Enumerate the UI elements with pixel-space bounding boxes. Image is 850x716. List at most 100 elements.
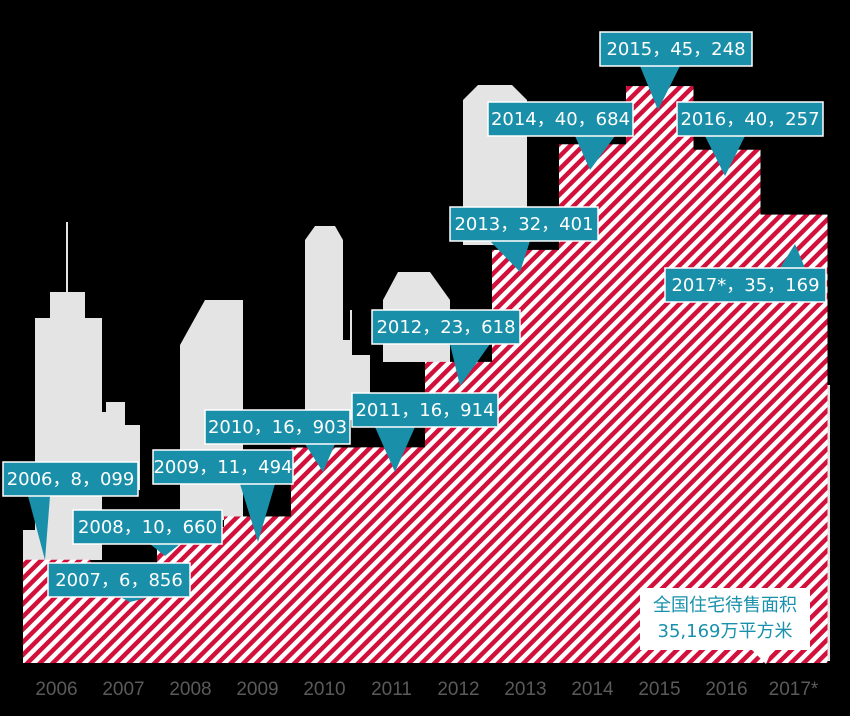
- callout: 2007，6，856: [47, 562, 191, 602]
- callout-pointer: [450, 344, 490, 386]
- callout-label: 2007，6，856: [55, 570, 183, 591]
- callout-box: [449, 206, 599, 242]
- callout-pointer: [305, 444, 335, 472]
- x-tick-label: 2011: [371, 679, 412, 700]
- callout-separator: ，: [53, 469, 71, 490]
- callout: 2016，40，257: [676, 101, 824, 176]
- callout-pointer: [240, 484, 275, 542]
- callout-label: 2011，16，914: [355, 400, 494, 421]
- value-label: 6，856: [119, 570, 183, 591]
- callout-category: 2017*: [671, 275, 726, 296]
- callout-label: 2008，10，660: [78, 517, 217, 538]
- x-tick-label: 2009: [236, 679, 278, 700]
- callout-separator: ，: [199, 457, 217, 478]
- x-tick-label: 2015: [638, 679, 680, 700]
- x-tick-label: 2014: [571, 679, 614, 700]
- callout: 2012，23，618: [371, 309, 521, 386]
- callout-pointer: [780, 244, 805, 268]
- callout: 2008，10，660: [72, 509, 223, 556]
- callout-category: 2014: [491, 109, 537, 130]
- callout-pointer: [705, 136, 745, 176]
- callout-separator: ，: [401, 400, 419, 421]
- callout-label: 2010，16，903: [208, 417, 347, 438]
- callout-category: 2016: [680, 109, 726, 130]
- callout-pointer: [575, 136, 615, 170]
- callout-box: [72, 509, 223, 545]
- callout: 2015，45，248: [599, 31, 753, 110]
- x-tick-label: 2006: [35, 679, 77, 700]
- callout-box: [487, 101, 634, 137]
- callout-pointer: [120, 597, 150, 602]
- annotation-line: 全国住宅待售面积: [653, 595, 797, 616]
- callout-box: [599, 31, 753, 67]
- callout: 2009，11，494: [152, 449, 294, 542]
- x-tick-label: 2016: [705, 679, 747, 700]
- annotation-line: 35,169万平方米: [658, 621, 793, 642]
- callout: 2014，40，684: [487, 101, 634, 170]
- annotation: 全国住宅待售面积 35,169万平方米: [640, 588, 810, 664]
- callout: 2011，16，914: [351, 392, 499, 472]
- callout-label: 2017*，35，169: [671, 275, 819, 296]
- callout-category: 2006: [7, 469, 53, 490]
- callout-label: 2015，45，248: [606, 39, 745, 60]
- callout-separator: ，: [652, 39, 670, 60]
- callout-pointer: [375, 427, 415, 472]
- callout-box: [664, 267, 827, 303]
- callout-category: 2009: [153, 457, 199, 478]
- callout-box: [676, 101, 824, 137]
- callout-category: 2011: [355, 400, 401, 421]
- callout-category: 2007: [55, 570, 101, 591]
- bar: [693, 149, 761, 663]
- x-tick-label: 2017*: [769, 679, 819, 700]
- callout-category: 2008: [78, 517, 124, 538]
- callout-separator: ，: [500, 214, 518, 235]
- callout-box: [47, 562, 191, 598]
- x-tick-label: 2010: [303, 679, 345, 700]
- callout-label: 2016，40，257: [680, 109, 819, 130]
- callout-category: 2013: [454, 214, 500, 235]
- value-label: 11，494: [217, 457, 292, 478]
- callout-label: 2006，8，099: [7, 469, 135, 490]
- callout-separator: ，: [537, 109, 555, 130]
- callout-box: [351, 392, 499, 428]
- value-label: 10，660: [142, 517, 217, 538]
- x-tick-label: 2012: [437, 679, 479, 700]
- value-label: 32，401: [518, 214, 593, 235]
- callout-category: 2010: [208, 417, 254, 438]
- callout-category: 2012: [376, 317, 422, 338]
- value-label: 23，618: [440, 317, 515, 338]
- callout-label: 2009，11，494: [153, 457, 292, 478]
- bar: [626, 86, 694, 663]
- callout-label: 2013，32，401: [454, 214, 593, 235]
- callout: 2010，16，903: [204, 409, 351, 472]
- callout-pointer: [28, 496, 50, 560]
- annotation-pointer: [752, 650, 772, 664]
- callout-separator: ，: [124, 517, 142, 538]
- callout-box: [204, 409, 351, 445]
- callout-separator: ，: [726, 275, 744, 296]
- value-label: 35，169: [744, 275, 819, 296]
- callout-box: [152, 449, 294, 485]
- callout-separator: ，: [254, 417, 272, 438]
- callout-separator: ，: [726, 109, 744, 130]
- callout-separator: ，: [422, 317, 440, 338]
- value-label: 40，684: [555, 109, 630, 130]
- value-label: 8，099: [71, 469, 135, 490]
- value-label: 45，248: [670, 39, 745, 60]
- callout-label: 2014，40，684: [491, 109, 630, 130]
- value-label: 40，257: [744, 109, 819, 130]
- callout: 2006，8，099: [2, 461, 139, 560]
- bar: [291, 447, 359, 663]
- value-label: 16，903: [272, 417, 347, 438]
- callout-separator: ，: [101, 570, 119, 591]
- callout-pointer: [640, 66, 680, 110]
- x-tick-label: 2007: [102, 679, 144, 700]
- callout-box: [2, 461, 139, 497]
- callout: 2017*，35，169: [664, 244, 827, 303]
- callout-category: 2015: [606, 39, 652, 60]
- bar: [358, 447, 426, 663]
- annotation-box: [640, 588, 810, 650]
- callout-pointer: [490, 241, 530, 272]
- callout-box: [371, 309, 521, 345]
